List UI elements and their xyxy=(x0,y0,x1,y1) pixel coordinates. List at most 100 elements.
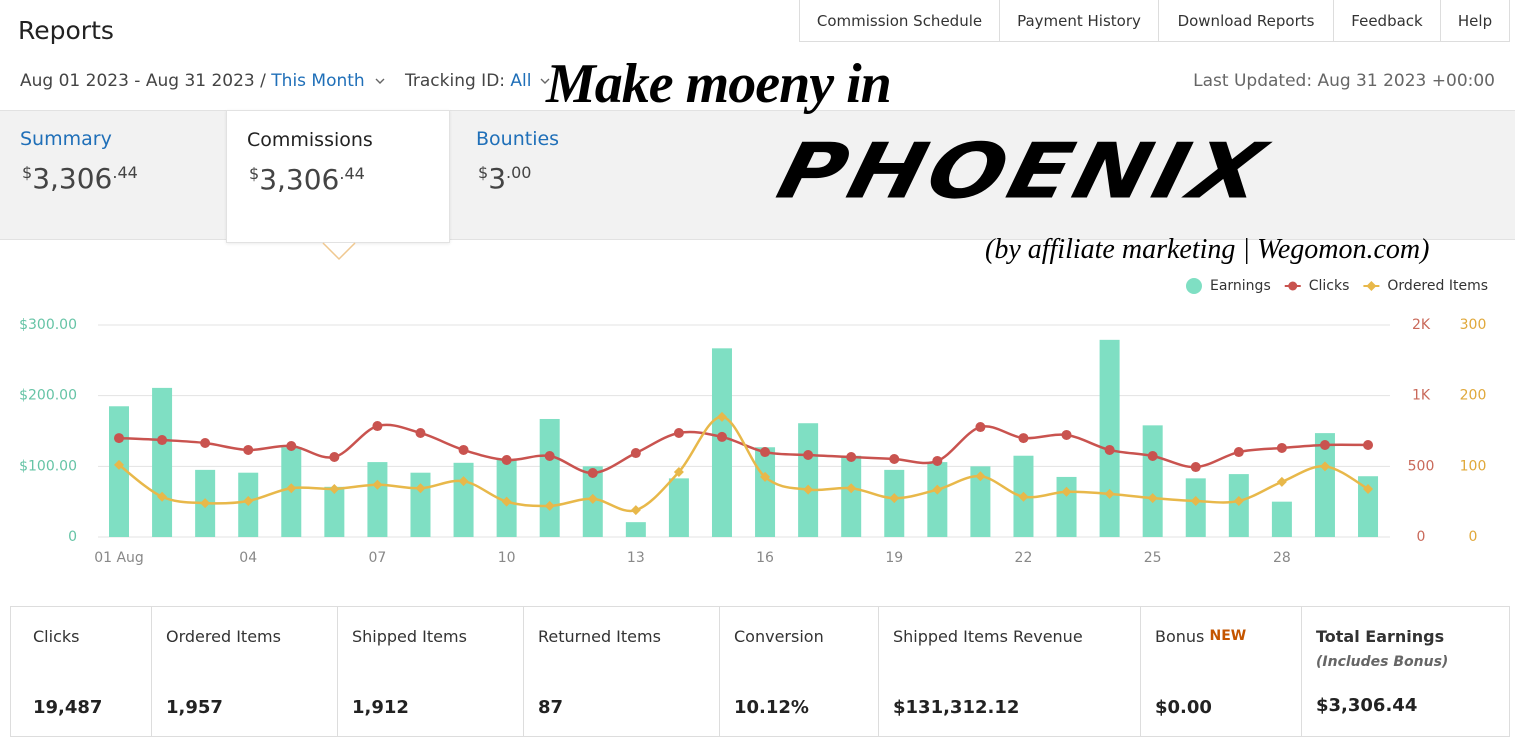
marker xyxy=(1276,442,1287,453)
bar xyxy=(711,348,732,537)
stat-label-text: Bonus xyxy=(1155,627,1205,646)
x-tick-label: 07 xyxy=(369,550,387,566)
stat-value: 1,912 xyxy=(352,697,409,718)
marker xyxy=(846,452,857,463)
currency: $ xyxy=(249,164,260,183)
marker xyxy=(200,498,211,509)
marker xyxy=(458,476,469,487)
currency: $ xyxy=(478,163,489,182)
marker xyxy=(1319,461,1330,472)
amount: 3 xyxy=(488,162,507,195)
x-tick-label: 13 xyxy=(627,550,645,566)
bar xyxy=(1142,425,1163,537)
bar xyxy=(367,462,388,537)
marker xyxy=(716,411,727,422)
marker xyxy=(415,483,426,494)
bar xyxy=(625,522,646,537)
tab-amount: $3,306.44 xyxy=(22,162,138,195)
marker xyxy=(1363,439,1374,450)
marker xyxy=(501,454,512,465)
marker xyxy=(1276,476,1287,487)
bar xyxy=(1185,478,1206,537)
marker xyxy=(1061,429,1072,440)
tick-label: 0 xyxy=(68,529,77,545)
marker xyxy=(458,444,469,455)
marker xyxy=(760,447,771,458)
tick-label: 2K xyxy=(1412,317,1431,333)
stat-cell: Ordered Items 1,957 xyxy=(151,607,337,736)
marker xyxy=(1190,495,1201,506)
tracking-select[interactable]: All xyxy=(510,71,532,91)
tick-label: $200.00 xyxy=(19,388,77,404)
x-tick-label: 04 xyxy=(239,550,257,566)
marker xyxy=(630,448,641,459)
marker xyxy=(1190,462,1201,473)
stat-note: (Includes Bonus) xyxy=(1316,654,1449,670)
marker xyxy=(1363,483,1374,494)
stat-label: Shipped Items xyxy=(352,627,467,646)
marker xyxy=(760,471,771,482)
stat-cell: Clicks 19,487 xyxy=(11,607,151,736)
bar xyxy=(755,447,776,537)
tracking-label: Tracking ID: xyxy=(405,71,506,91)
marker xyxy=(975,422,986,433)
marker xyxy=(329,483,340,494)
bar xyxy=(1099,339,1120,537)
marker xyxy=(1018,491,1029,502)
bar xyxy=(1358,476,1379,537)
stat-label: Ordered Items xyxy=(166,627,281,646)
marker xyxy=(932,484,943,495)
legend-swatch xyxy=(1366,281,1377,291)
tab-label: Bounties xyxy=(476,128,560,150)
marker xyxy=(1018,433,1029,444)
marker xyxy=(716,431,727,442)
fraction: .44 xyxy=(112,163,138,182)
bounties-tab[interactable]: Bounties $3.00 xyxy=(456,110,680,238)
fraction: .44 xyxy=(339,164,365,183)
stat-label: Bonus NEW xyxy=(1155,627,1246,646)
tick-label: 300 xyxy=(1460,317,1487,333)
bar xyxy=(1271,501,1292,537)
nav-tab[interactable]: Help xyxy=(1440,0,1510,42)
bar xyxy=(1314,433,1335,537)
chevron xyxy=(540,78,550,84)
marker xyxy=(587,467,598,478)
summary-tab[interactable]: Summary $3,306.44 xyxy=(0,110,224,238)
bar xyxy=(668,478,689,537)
marker xyxy=(286,483,297,494)
marker xyxy=(157,491,168,502)
bar xyxy=(1056,476,1077,537)
tick-label: 0 xyxy=(1417,529,1426,545)
marker xyxy=(1147,451,1158,462)
marker xyxy=(114,459,124,470)
commissions-tab[interactable]: Commissions $3,306.44 xyxy=(226,110,450,243)
x-tick-label: 28 xyxy=(1273,550,1291,566)
stat-label: Clicks xyxy=(33,627,80,646)
marker xyxy=(501,496,512,507)
bar xyxy=(539,418,560,537)
marker xyxy=(803,484,814,495)
x-tick-label: 22 xyxy=(1015,550,1033,566)
legend-swatch xyxy=(1185,278,1202,294)
marker xyxy=(803,450,814,461)
marker xyxy=(889,453,900,464)
period-select[interactable]: This Month xyxy=(271,71,365,91)
marker xyxy=(630,505,641,516)
bar xyxy=(884,469,905,537)
marker xyxy=(1147,493,1158,504)
page-title: Reports xyxy=(18,16,114,45)
fraction: .00 xyxy=(506,163,532,182)
bar xyxy=(970,466,991,537)
stat-value: 1,957 xyxy=(166,697,223,718)
tab-amount: $3,306.44 xyxy=(249,163,365,196)
amount: 3,306 xyxy=(259,163,340,196)
stat-value: 19,487 xyxy=(33,697,103,718)
stat-value: 87 xyxy=(538,697,564,718)
tick-label: $100.00 xyxy=(19,458,77,474)
promo-line3: (by affiliate marketing | Wegomon.com) xyxy=(985,234,1430,265)
amount: 3,306 xyxy=(32,162,113,195)
tick-label: 200 xyxy=(1460,388,1487,404)
stat-cell: Returned Items 87 xyxy=(523,607,719,736)
chart: 0 $100.00 $200.00 $300.00 0 500 1K 2K 0 100 200 300… xyxy=(19,278,1488,566)
